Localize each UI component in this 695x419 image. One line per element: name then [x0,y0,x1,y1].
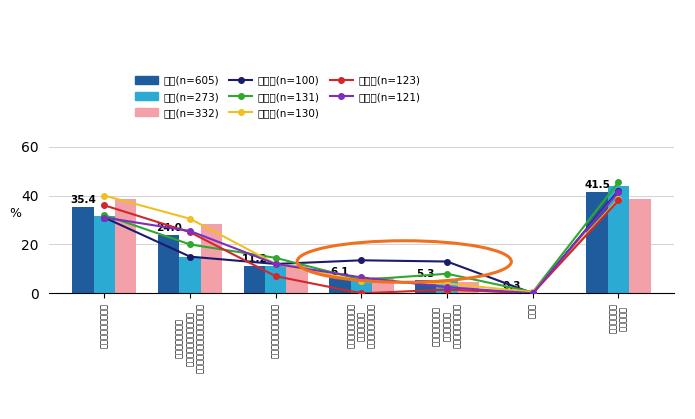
Text: 5.3: 5.3 [416,269,435,279]
Text: 0.3: 0.3 [502,281,521,291]
Bar [372,277,393,293]
Legend: 全体(n=605), 男性(n=273), 女性(n=332), ２０代(n=100), ３０代(n=131), ４０代(n=130), ５０代(n=123),: 全体(n=605), 男性(n=273), 女性(n=332), ２０代(n=1… [135,75,420,118]
Text: 6.1: 6.1 [331,267,349,277]
Bar [587,192,607,293]
Bar [158,235,179,293]
Bar [458,282,480,293]
Bar [94,216,115,293]
Bar [265,266,286,293]
Bar [415,280,436,293]
Bar [500,292,522,293]
Bar [351,280,372,293]
Text: 11.2: 11.2 [241,254,267,264]
Bar [522,292,543,293]
Bar [179,256,201,293]
Bar [72,207,94,293]
Text: 35.4: 35.4 [70,195,96,205]
Bar [329,278,351,293]
Bar [607,186,629,293]
Bar [286,265,308,293]
Text: 41.5: 41.5 [584,181,610,190]
Bar [543,292,565,293]
Bar [201,224,222,293]
Bar [115,199,136,293]
Text: 24.0: 24.0 [156,223,181,233]
Bar [629,199,651,293]
Bar [436,280,458,293]
Bar [243,266,265,293]
Y-axis label: %: % [10,207,22,220]
